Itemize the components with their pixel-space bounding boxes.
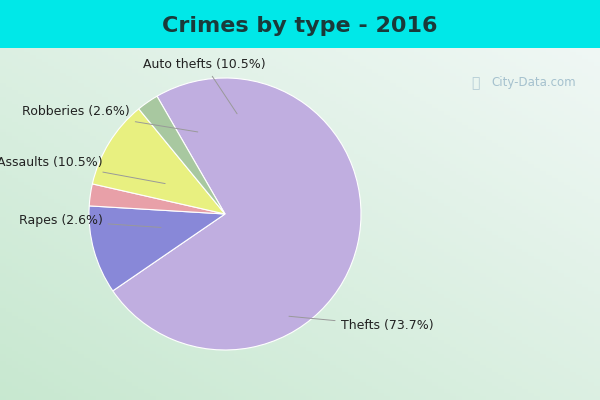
Text: Robberies (2.6%): Robberies (2.6%) (22, 106, 198, 132)
Text: Rapes (2.6%): Rapes (2.6%) (19, 214, 161, 228)
Text: Thefts (73.7%): Thefts (73.7%) (289, 316, 433, 332)
Wedge shape (89, 184, 225, 214)
Text: City-Data.com: City-Data.com (491, 76, 576, 89)
Text: Crimes by type - 2016: Crimes by type - 2016 (162, 16, 438, 36)
Wedge shape (113, 78, 361, 350)
Wedge shape (89, 206, 225, 291)
Wedge shape (139, 96, 225, 214)
Text: Auto thefts (10.5%): Auto thefts (10.5%) (143, 58, 266, 114)
Wedge shape (92, 109, 225, 214)
Text: ⓘ: ⓘ (472, 76, 480, 90)
Text: Assaults (10.5%): Assaults (10.5%) (0, 156, 165, 184)
